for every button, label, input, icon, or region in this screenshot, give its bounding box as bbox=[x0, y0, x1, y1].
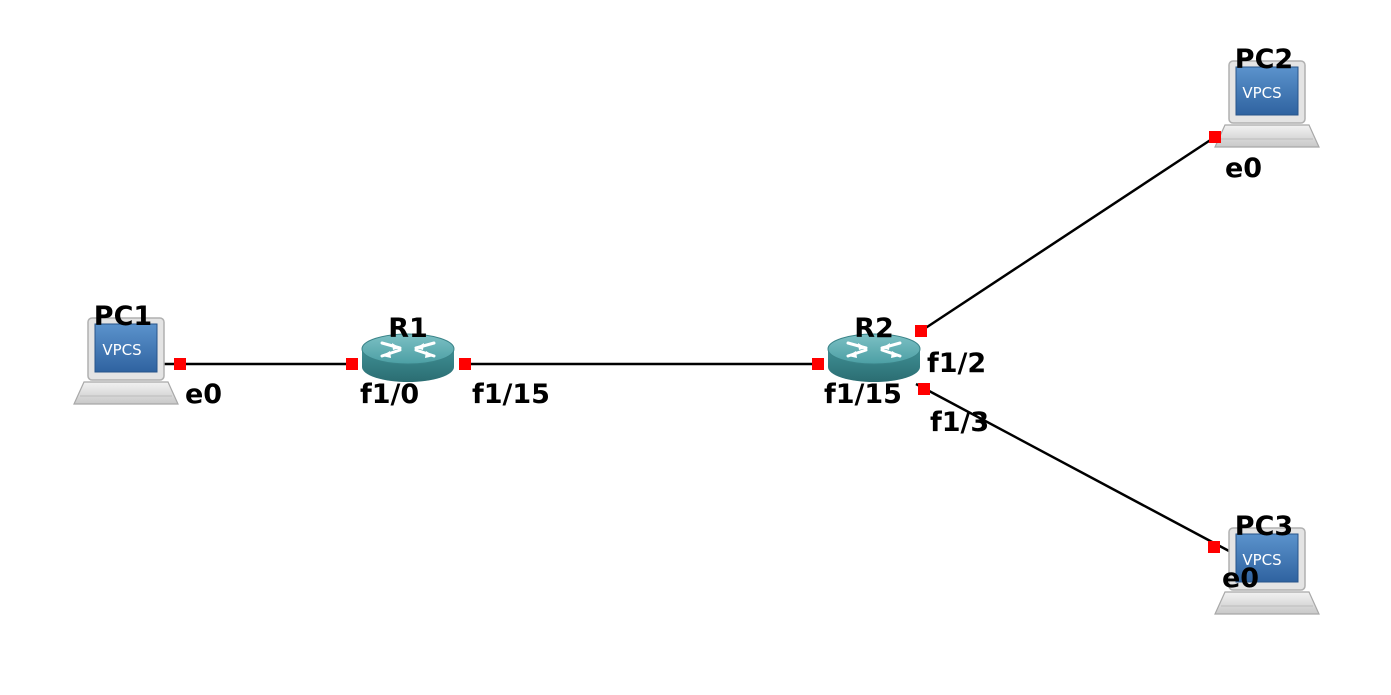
port-label-r2-f1-2: f1/2 bbox=[927, 348, 986, 379]
port-marker-r1-f1-15[interactable] bbox=[459, 358, 471, 370]
node-r2[interactable]: R2 bbox=[826, 313, 922, 384]
port-label-r1-f1-15: f1/15 bbox=[472, 379, 550, 410]
r2-label: R2 bbox=[854, 313, 894, 344]
pc1-label: PC1 bbox=[94, 301, 152, 332]
pc2-label: PC2 bbox=[1235, 44, 1293, 75]
r1-label: R1 bbox=[388, 313, 428, 344]
port-label-r1-f1-0: f1/0 bbox=[360, 379, 419, 410]
port-markers bbox=[174, 131, 1221, 553]
link-r2-pc2[interactable] bbox=[920, 135, 1216, 333]
node-pc3[interactable]: VPCS PC3 bbox=[1214, 511, 1320, 615]
port-marker-r2-f1-15[interactable] bbox=[812, 358, 824, 370]
port-label-pc3-e0: e0 bbox=[1222, 563, 1259, 594]
port-label-pc2-e0: e0 bbox=[1225, 153, 1262, 184]
port-label-r2-f1-3: f1/3 bbox=[930, 407, 989, 438]
pc2-screen-text: VPCS bbox=[1242, 84, 1281, 102]
port-marker-r2-f1-3[interactable] bbox=[918, 383, 930, 395]
pc3-screen-text: VPCS bbox=[1242, 551, 1281, 569]
port-marker-pc2-e0[interactable] bbox=[1209, 131, 1221, 143]
node-pc1[interactable]: VPCS PC1 bbox=[73, 301, 179, 405]
pc3-label: PC3 bbox=[1235, 511, 1293, 542]
link-r2-pc3[interactable] bbox=[915, 382, 1230, 553]
port-marker-r1-f1-0[interactable] bbox=[346, 358, 358, 370]
port-marker-pc1-e0[interactable] bbox=[174, 358, 186, 370]
port-marker-r2-f1-2[interactable] bbox=[915, 325, 927, 337]
links bbox=[158, 135, 1230, 553]
pc1-screen-text: VPCS bbox=[102, 341, 141, 359]
port-marker-pc3-e0[interactable] bbox=[1208, 541, 1220, 553]
port-label-pc1-e0: e0 bbox=[185, 379, 222, 410]
port-labels: e0 f1/0 f1/15 f1/15 f1/2 f1/3 e0 e0 bbox=[185, 153, 1262, 594]
node-pc2[interactable]: VPCS PC2 bbox=[1214, 44, 1320, 148]
port-label-r2-f1-15: f1/15 bbox=[824, 379, 902, 410]
node-r1[interactable]: R1 bbox=[360, 313, 456, 384]
